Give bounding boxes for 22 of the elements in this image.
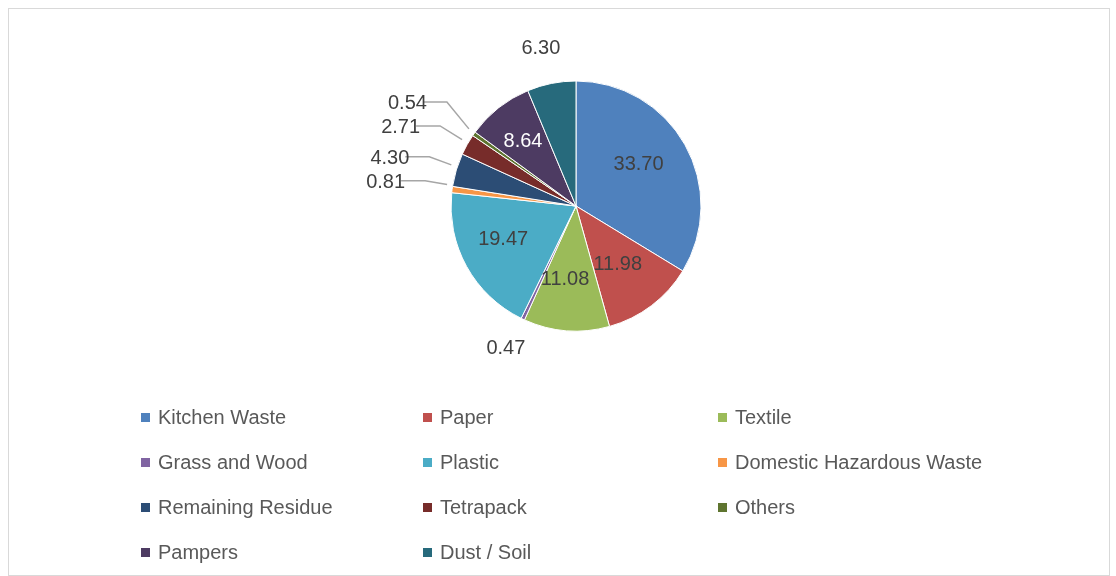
legend-label: Paper [440, 406, 494, 429]
data-label: 11.98 [593, 251, 643, 274]
legend-label: Dust / Soil [440, 541, 532, 564]
legend-label: Kitchen Waste [158, 406, 287, 429]
legend-label: Textile [735, 406, 792, 429]
legend-label: Grass and Wood [158, 451, 308, 474]
legend-label: Tetrapack [440, 496, 527, 519]
legend-label: Remaining Residue [158, 496, 333, 519]
data-label: 0.47 [486, 336, 526, 359]
data-label: 33.70 [613, 152, 664, 175]
data-label: 0.81 [366, 169, 406, 192]
data-label: 2.71 [381, 114, 421, 137]
data-label: 11.08 [540, 267, 590, 290]
legend-label: Others [735, 496, 796, 519]
data-label: 0.54 [387, 90, 427, 113]
data-label: 6.30 [521, 35, 561, 58]
legend-label: Pampers [158, 541, 239, 564]
legend-label: Domestic Hazardous Waste [735, 451, 983, 474]
data-label: 4.30 [370, 145, 410, 168]
legend-label: Plastic [440, 451, 499, 474]
data-label: 8.64 [503, 129, 543, 152]
data-label: 19.47 [478, 227, 529, 250]
